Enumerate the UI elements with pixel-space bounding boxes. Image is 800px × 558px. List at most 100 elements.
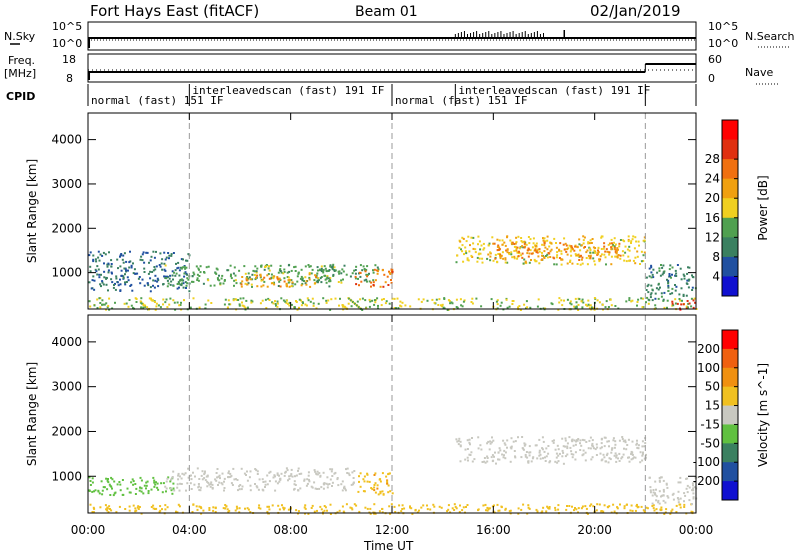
data-cell: [315, 307, 318, 310]
data-cell: [614, 243, 617, 246]
data-cell: [236, 479, 239, 481]
data-cell: [476, 256, 479, 259]
data-cell: [211, 486, 214, 489]
data-cell: [116, 258, 119, 261]
data-cell: [330, 470, 333, 473]
data-cell: [96, 273, 99, 276]
data-cell: [670, 510, 673, 513]
data-cell: [103, 276, 106, 279]
data-cell: [661, 273, 664, 276]
data-cell: [208, 507, 211, 509]
data-cell: [467, 259, 470, 262]
data-cell: [112, 286, 115, 289]
data-cell: [523, 240, 526, 243]
data-cell: [480, 448, 483, 451]
data-cell: [376, 484, 379, 487]
data-cell: [557, 448, 560, 451]
data-cell: [97, 268, 100, 271]
data-cell: [325, 482, 328, 485]
data-cell: [643, 236, 646, 239]
data-cell: [616, 255, 619, 258]
data-cell: [331, 468, 334, 471]
data-cell: [147, 284, 150, 287]
data-cell: [338, 509, 341, 512]
data-cell: [603, 436, 606, 439]
data-cell: [489, 442, 492, 445]
data-cell: [625, 503, 628, 506]
data-cell: [329, 468, 332, 471]
data-cell: [170, 489, 173, 492]
data-cell: [562, 243, 565, 246]
data-cell: [175, 262, 177, 265]
data-cell: [388, 270, 390, 273]
data-cell: [571, 262, 574, 265]
data-cell: [247, 508, 250, 511]
data-cell: [627, 240, 630, 243]
data-cell: [287, 479, 289, 482]
data-cell: [157, 279, 160, 282]
data-cell: [316, 470, 319, 473]
data-cell: [622, 254, 625, 257]
data-cell: [274, 480, 277, 483]
data-cell: [506, 261, 509, 264]
data-cell: [505, 298, 508, 301]
data-cell: [541, 251, 543, 254]
data-cell: [526, 306, 529, 309]
data-cell: [576, 263, 579, 265]
data-cell: [204, 479, 207, 482]
data-cell: [284, 470, 287, 473]
data-cell: [644, 442, 647, 445]
data-cell: [180, 278, 183, 281]
data-cell: [216, 468, 219, 470]
data-cell: [645, 506, 648, 509]
data-cell: [517, 512, 520, 515]
data-cell: [107, 478, 109, 480]
data-cell: [446, 309, 449, 311]
data-cell: [381, 472, 384, 475]
data-cell: [541, 436, 544, 439]
data-cell: [517, 306, 519, 309]
data-cell: [546, 256, 549, 259]
data-cell: [645, 453, 647, 456]
data-cell: [388, 272, 391, 274]
data-cell: [345, 468, 347, 471]
data-cell: [560, 250, 563, 253]
data-cell: [513, 450, 516, 452]
data-cell: [239, 297, 242, 300]
data-cell: [186, 482, 189, 485]
data-cell: [350, 507, 353, 510]
data-cell: [586, 512, 589, 515]
data-cell: [595, 443, 598, 446]
data-cell: [99, 306, 102, 309]
data-cell: [308, 265, 311, 268]
data-cell: [130, 481, 133, 484]
data-cell: [482, 248, 485, 251]
data-cell: [124, 281, 126, 284]
data-cell: [94, 258, 97, 261]
data-cell: [106, 306, 109, 309]
data-cell: [137, 505, 140, 508]
data-cell: [276, 473, 279, 476]
data-cell: [342, 304, 345, 307]
colorbar-swatch: [722, 237, 738, 258]
data-cell: [374, 472, 377, 475]
data-cell: [651, 289, 654, 292]
data-cell: [179, 283, 182, 286]
data-cell: [574, 443, 577, 446]
data-cell: [171, 492, 174, 495]
data-cell: [692, 489, 695, 492]
data-cell: [233, 478, 236, 481]
data-cell: [305, 304, 308, 307]
data-cell: [647, 302, 650, 305]
data-cell: [584, 459, 587, 462]
data-cell: [178, 286, 180, 289]
data-cell: [170, 478, 172, 481]
data-cell: [655, 488, 657, 491]
data-cell: [341, 505, 344, 508]
data-cell: [604, 460, 607, 463]
data-cell: [374, 491, 377, 494]
data-cell: [603, 504, 606, 507]
data-cell: [267, 267, 270, 270]
data-cell: [548, 506, 551, 508]
